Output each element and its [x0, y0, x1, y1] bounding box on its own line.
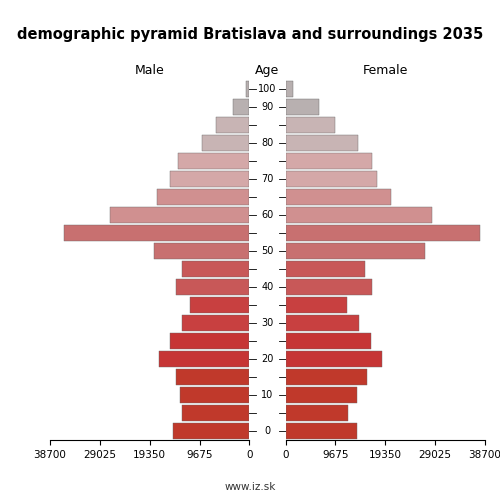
Bar [286, 82, 293, 96]
Bar [182, 316, 250, 330]
Text: 30: 30 [262, 318, 274, 328]
Text: demographic pyramid Bratislava and surroundings 2035: demographic pyramid Bratislava and surro… [17, 28, 483, 42]
Bar [286, 316, 359, 330]
Text: 20: 20 [262, 354, 274, 364]
Bar [170, 334, 250, 348]
Bar [182, 406, 250, 420]
Bar [286, 424, 356, 438]
Bar [154, 244, 250, 258]
Bar [286, 298, 348, 312]
Bar [156, 190, 250, 204]
Text: 40: 40 [262, 282, 274, 292]
Bar [170, 172, 250, 186]
Bar [286, 244, 424, 258]
Bar [286, 226, 480, 240]
Text: 100: 100 [258, 84, 276, 94]
Bar [176, 370, 250, 384]
Text: 70: 70 [262, 174, 274, 184]
Bar [286, 136, 358, 150]
Bar [286, 154, 372, 168]
Bar [216, 118, 250, 132]
Text: 90: 90 [262, 102, 274, 112]
Bar [286, 118, 335, 132]
Text: 50: 50 [262, 246, 274, 256]
Title: Age: Age [256, 64, 280, 78]
Bar [286, 262, 366, 276]
Bar [64, 226, 250, 240]
Bar [246, 82, 250, 96]
Text: 60: 60 [262, 210, 274, 220]
Bar [159, 352, 250, 366]
Title: Female: Female [362, 64, 408, 78]
Bar [182, 262, 250, 276]
Text: 10: 10 [262, 390, 274, 400]
Bar [202, 136, 250, 150]
Bar [286, 280, 372, 294]
Bar [286, 388, 356, 402]
Text: 80: 80 [262, 138, 274, 148]
Bar [286, 334, 370, 348]
Bar [110, 208, 250, 222]
Text: 0: 0 [264, 426, 270, 436]
Bar [286, 172, 378, 186]
Text: www.iz.sk: www.iz.sk [224, 482, 276, 492]
Bar [286, 370, 367, 384]
Bar [286, 190, 391, 204]
Bar [286, 406, 348, 420]
Bar [176, 280, 250, 294]
Title: Male: Male [135, 64, 164, 78]
Bar [286, 352, 382, 366]
Bar [180, 388, 250, 402]
Bar [173, 424, 250, 438]
Bar [190, 298, 250, 312]
Bar [286, 100, 319, 114]
Bar [233, 100, 250, 114]
Bar [286, 208, 432, 222]
Bar [178, 154, 250, 168]
